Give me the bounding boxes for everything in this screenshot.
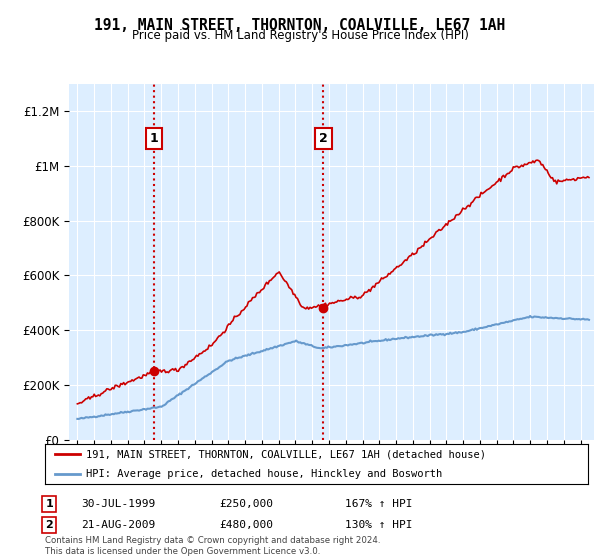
Text: 191, MAIN STREET, THORNTON, COALVILLE, LE67 1AH (detached house): 191, MAIN STREET, THORNTON, COALVILLE, L… bbox=[86, 449, 486, 459]
Text: 1: 1 bbox=[150, 132, 158, 145]
Text: Price paid vs. HM Land Registry's House Price Index (HPI): Price paid vs. HM Land Registry's House … bbox=[131, 29, 469, 42]
Text: 21-AUG-2009: 21-AUG-2009 bbox=[81, 520, 155, 530]
Text: 191, MAIN STREET, THORNTON, COALVILLE, LE67 1AH: 191, MAIN STREET, THORNTON, COALVILLE, L… bbox=[94, 18, 506, 33]
Text: HPI: Average price, detached house, Hinckley and Bosworth: HPI: Average price, detached house, Hinc… bbox=[86, 469, 442, 479]
Text: £480,000: £480,000 bbox=[219, 520, 273, 530]
Text: Contains HM Land Registry data © Crown copyright and database right 2024.
This d: Contains HM Land Registry data © Crown c… bbox=[45, 536, 380, 556]
Text: 2: 2 bbox=[46, 520, 53, 530]
Text: 1: 1 bbox=[46, 499, 53, 509]
Text: 30-JUL-1999: 30-JUL-1999 bbox=[81, 499, 155, 509]
Text: £250,000: £250,000 bbox=[219, 499, 273, 509]
Text: 167% ↑ HPI: 167% ↑ HPI bbox=[345, 499, 413, 509]
Text: 130% ↑ HPI: 130% ↑ HPI bbox=[345, 520, 413, 530]
Text: 2: 2 bbox=[319, 132, 328, 145]
